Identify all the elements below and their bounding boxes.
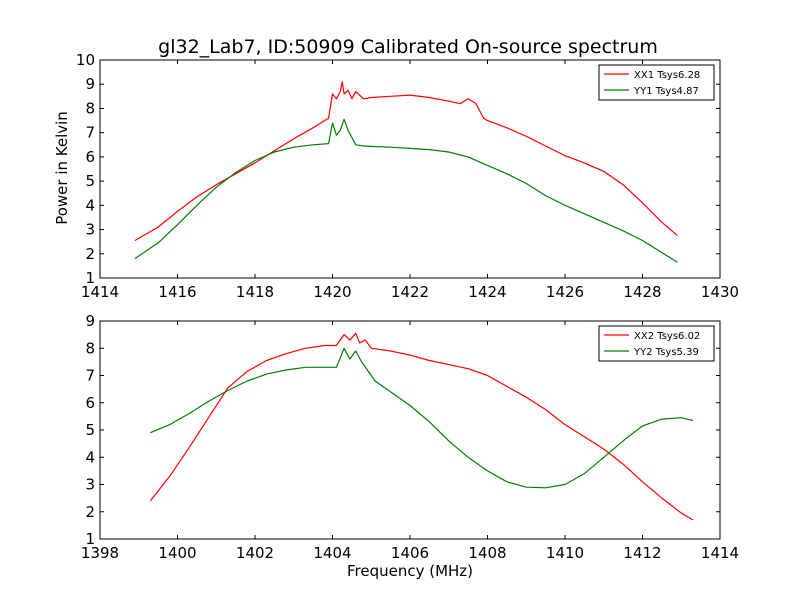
series-line-yy2 [150, 347, 694, 489]
x-tick-label: 1430 [701, 283, 739, 301]
y-tick-label: 5 [85, 421, 95, 439]
x-tick-label: 1416 [158, 283, 196, 301]
chart-title: gl32_Lab7, ID:50909 Calibrated On-source… [158, 36, 658, 58]
x-tick-label: 1424 [468, 283, 506, 301]
y-tick-label: 5 [85, 172, 95, 190]
x-tick-label: 1406 [391, 544, 429, 562]
series-line-xx2 [149, 332, 694, 521]
y-tick-label: 3 [85, 476, 95, 494]
x-tick-label: 1414 [81, 283, 119, 301]
x-tick-label: 1402 [236, 544, 274, 562]
x-tick-label: 1420 [313, 283, 351, 301]
series-line-yy1 [134, 118, 678, 263]
y-tick-label: 8 [85, 99, 95, 117]
legend-label: XX1 Tsys6.28 [634, 70, 700, 81]
y-tick-label: 9 [85, 75, 95, 93]
y-tick-label: 6 [85, 394, 95, 412]
y-tick-label: 2 [85, 503, 95, 521]
legend-box [598, 64, 715, 101]
y-tick-label: 6 [85, 148, 95, 166]
x-axis-label: Frequency (MHz) [347, 562, 473, 580]
x-tick-label: 1426 [546, 283, 584, 301]
x-tick-label: 1404 [313, 544, 351, 562]
y-axis-label: Power in Kelvin [53, 111, 71, 225]
y-tick-label: 7 [85, 124, 95, 142]
legend: XX2 Tsys6.02 YY2 Tsys5.39 [598, 325, 715, 362]
legend: XX1 Tsys6.28 YY1 Tsys4.87 [598, 64, 715, 101]
x-tick-label: 1428 [623, 283, 661, 301]
y-tick-label: 4 [85, 448, 95, 466]
legend-label: YY1 Tsys4.87 [633, 86, 699, 97]
y-tick-label: 7 [85, 367, 95, 385]
x-tick-label: 1412 [623, 544, 661, 562]
legend-box [598, 325, 715, 362]
y-tick-label: 8 [85, 339, 95, 357]
x-tick-label: 1410 [546, 544, 584, 562]
bottom-panel: 1398 1400 1402 1404 1406 1408 1410 1412 1414 1 2 3 4… [81, 312, 739, 562]
x-tick-label: 1400 [158, 544, 196, 562]
x-tick-label: 1414 [701, 544, 739, 562]
legend-label: XX2 Tsys6.02 [634, 331, 700, 342]
x-tick-label: 1398 [81, 544, 119, 562]
y-tick-label: 3 [85, 221, 95, 239]
y-tick-label: 1 [85, 269, 95, 287]
x-tick-label: 1408 [468, 544, 506, 562]
legend-label: YY2 Tsys5.39 [633, 347, 699, 358]
x-tick-label: 1422 [391, 283, 429, 301]
top-panel: 1414 1416 1418 1420 1422 1424 1426 1428 1430 1 2 3 4… [76, 51, 739, 301]
y-tick-label: 9 [85, 312, 95, 330]
x-tick-label: 1418 [236, 283, 274, 301]
y-tick-label: 10 [76, 51, 95, 69]
y-tick-label: 2 [85, 245, 95, 263]
y-tick-label: 4 [85, 196, 95, 214]
y-tick-label: 1 [85, 530, 95, 548]
